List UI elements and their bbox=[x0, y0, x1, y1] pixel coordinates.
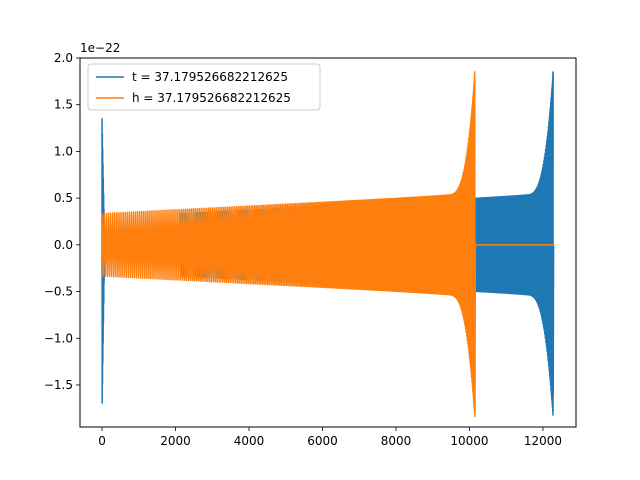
x-tick-label: 8000 bbox=[381, 434, 412, 448]
y-tick-label: 0.5 bbox=[54, 191, 73, 205]
y-tick-label: 0.0 bbox=[54, 238, 73, 252]
x-tick-label: 10000 bbox=[450, 434, 488, 448]
y-tick-label: −1.5 bbox=[44, 378, 73, 392]
plot-area bbox=[101, 71, 555, 418]
y-tick-label: −1.0 bbox=[44, 331, 73, 345]
series-line-h bbox=[101, 71, 554, 418]
x-tick-label: 12000 bbox=[524, 434, 562, 448]
y-tick-label: 1.5 bbox=[54, 98, 73, 112]
y-tick-label: −0.5 bbox=[44, 285, 73, 299]
legend-label: t = 37.179526682212625 bbox=[132, 70, 288, 84]
legend-box bbox=[87, 63, 321, 111]
x-axis: 0 2000 4000 6000 8000 10000 12000 bbox=[98, 427, 562, 448]
y-axis: −1.5 −1.0 −0.5 0.0 0.5 1.0 1.5 2.0 bbox=[44, 51, 80, 392]
legend: t = 37.179526682212625 h = 37.17952668221… bbox=[87, 63, 321, 111]
x-tick-label: 0 bbox=[98, 434, 106, 448]
x-tick-label: 2000 bbox=[160, 434, 191, 448]
y-tick-label: 2.0 bbox=[54, 51, 73, 65]
y-offset-label: 1e−22 bbox=[80, 41, 120, 55]
x-tick-label: 6000 bbox=[307, 434, 338, 448]
legend-label: h = 37.179526682212625 bbox=[132, 91, 291, 105]
y-tick-label: 1.0 bbox=[54, 144, 73, 158]
axes-frame bbox=[79, 57, 577, 428]
x-tick-label: 4000 bbox=[234, 434, 265, 448]
